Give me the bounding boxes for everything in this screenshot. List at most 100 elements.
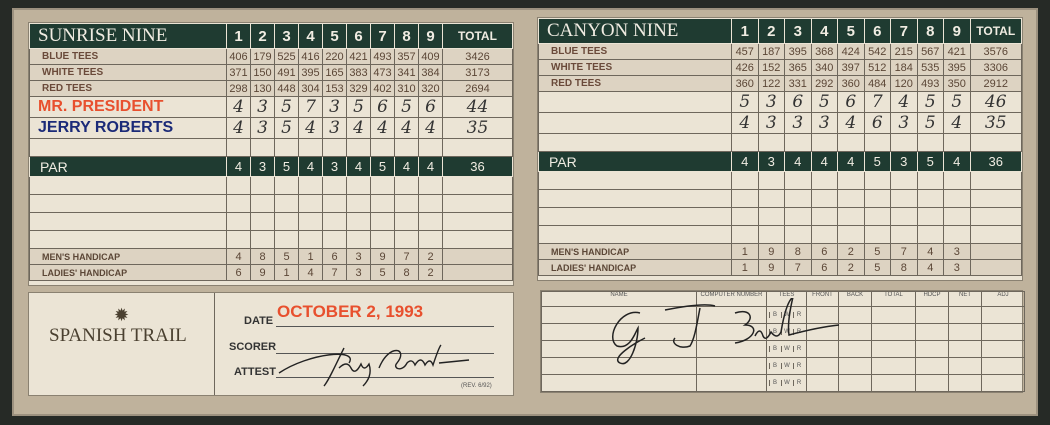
hole-number: 1 (731, 18, 759, 44)
blank-cell (784, 189, 812, 208)
tee-checkbox[interactable]: B (768, 329, 781, 335)
tee-checkbox[interactable]: W (780, 363, 793, 369)
handicap-value: 6 (322, 248, 347, 265)
yardage: 402 (370, 80, 395, 97)
tee-checkbox[interactable]: B (768, 363, 781, 369)
yardage: 395 (784, 43, 812, 60)
score-total: 35 (969, 112, 1022, 134)
handicap-row: MEN'S HANDICAP 4 8 5 1 6 3 9 7 2 (29, 248, 513, 265)
yardage: 184 (890, 59, 918, 76)
score: 4 (226, 117, 251, 139)
blank-cell (916, 171, 944, 190)
handicap-value: 7 (322, 264, 347, 281)
blank-cell (394, 194, 419, 213)
blank-row (538, 171, 1022, 190)
handicap-label: MEN'S HANDICAP (538, 243, 732, 260)
tee-row: BLUE TEES 406 179 525 416 220 421 493 357 409 3426 (29, 48, 513, 65)
handicap-value: 2 (837, 243, 865, 260)
handicap-value: 5 (274, 248, 299, 265)
blank-row (29, 194, 513, 213)
yardage: 304 (298, 80, 323, 97)
yardage: 371 (226, 64, 251, 81)
tee-row: RED TEES 360 122 331 292 360 484 120 493 350 2912 (538, 75, 1022, 92)
tee-checkbox[interactable]: W (780, 346, 793, 352)
entry-cell (871, 323, 916, 341)
score: 5 (346, 96, 371, 118)
tee-checkbox[interactable]: R (792, 363, 805, 369)
yardage-total: 3306 (969, 59, 1022, 76)
yardage: 357 (394, 48, 419, 65)
blank-cell (322, 194, 347, 213)
blank-cell (757, 225, 785, 244)
handicap-value: 5 (863, 243, 891, 260)
blank-cell (890, 225, 918, 244)
entry-cell (915, 374, 949, 392)
yardage: 365 (784, 59, 812, 76)
par-value: 4 (346, 156, 371, 177)
handicap-row: LADIES' HANDICAP 6 9 1 4 7 3 5 8 2 (29, 264, 513, 281)
par-value: 5 (370, 156, 395, 177)
sunrise-score-table: SUNRISE NINE 1 2 3 4 5 6 7 8 9 TOTAL BLUE TEES 406 17… (29, 23, 513, 281)
blank-cell (226, 176, 251, 195)
blank-cell (442, 230, 513, 249)
blank-cell (810, 225, 838, 244)
hole-number: 8 (394, 23, 419, 49)
score: 3 (250, 96, 275, 118)
blank-cell (274, 212, 299, 231)
blank-cell (810, 171, 838, 190)
blank-cell (969, 189, 1022, 208)
yardage: 331 (784, 75, 812, 92)
blank-cell (538, 133, 732, 152)
score-total: 44 (442, 96, 513, 118)
tee-checkbox[interactable]: B (768, 346, 781, 352)
signature-jerry-roberts (278, 344, 470, 387)
blank-cell (863, 207, 891, 226)
tee-row: WHITE TEES 426 152 365 340 397 512 184 535 395 330… (538, 59, 1022, 76)
handicap-value: 1 (731, 259, 759, 276)
tee-checkbox[interactable]: B (768, 380, 781, 386)
blank-cell (250, 212, 275, 231)
blank-cell (863, 225, 891, 244)
blank-cell (969, 259, 1022, 276)
tee-checkbox[interactable]: R (792, 346, 805, 352)
entry-cell (948, 306, 982, 324)
blank-cell (418, 176, 443, 195)
tee-checkbox[interactable]: W (780, 312, 793, 318)
entry-cell (806, 374, 839, 392)
blank-cell (890, 189, 918, 208)
yardage: 525 (274, 48, 299, 65)
score: 5 (731, 91, 759, 113)
yardage: 473 (370, 64, 395, 81)
tee-checkbox[interactable]: B (768, 312, 781, 318)
blank-cell (538, 207, 732, 226)
date-label: DATE (244, 315, 274, 327)
hole-number: 1 (226, 23, 251, 49)
canyon-score-table: CANYON NINE 1 2 3 4 5 6 7 8 9 TOTAL BLUE TEES 457 187… (538, 18, 1022, 276)
score: 5 (916, 112, 944, 134)
handicap-value: 9 (757, 243, 785, 260)
yardage: 187 (757, 43, 785, 60)
par-row: PAR 4 3 5 4 3 4 5 4 4 36 (29, 156, 513, 177)
blank-cell (538, 171, 732, 190)
attest-line (276, 377, 494, 378)
blank-row (538, 207, 1022, 226)
scorer-line (276, 353, 494, 354)
entry-cell (871, 374, 916, 392)
score: 4 (731, 112, 759, 134)
par-value: 4 (943, 151, 971, 172)
score-total: 35 (442, 117, 513, 139)
par-label: PAR (29, 156, 227, 177)
par-value: 4 (784, 151, 812, 172)
player-row: 4 3 3 3 4 6 3 5 4 35 (538, 112, 1022, 134)
blank-cell (916, 133, 944, 152)
handicap-value: 2 (837, 259, 865, 276)
blank-cell (274, 194, 299, 213)
tee-checkbox[interactable]: W (780, 380, 793, 386)
tee-checkbox[interactable]: R (792, 312, 805, 318)
blank-cell (370, 212, 395, 231)
player-name: MR. PRESIDENT (29, 96, 227, 118)
blank-cell (442, 138, 513, 157)
hole-number: 2 (757, 18, 785, 44)
blank-cell (250, 230, 275, 249)
tee-checkbox[interactable]: R (792, 380, 805, 386)
